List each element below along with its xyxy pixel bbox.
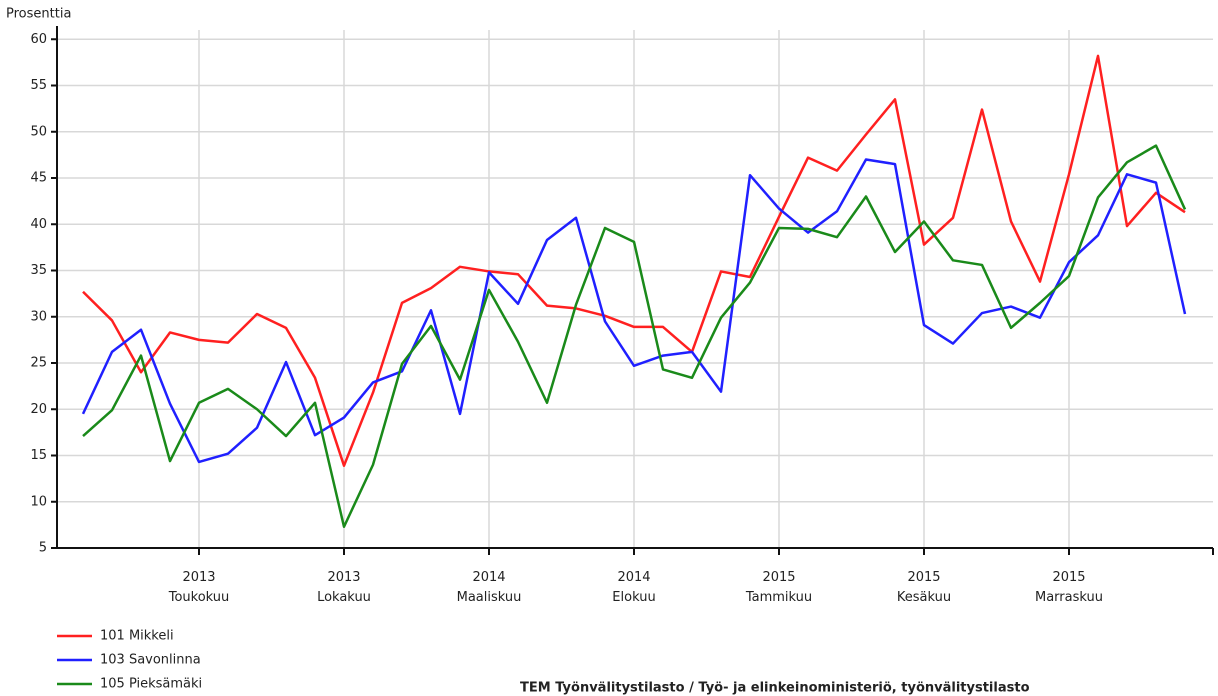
y-tick-label: 25 xyxy=(30,356,47,371)
x-tick-label: 2014 Maaliskuu xyxy=(457,570,522,605)
legend-label: 103 Savonlinna xyxy=(100,653,201,668)
legend-label: 105 Pieksämäki xyxy=(100,677,202,692)
y-tick-label: 35 xyxy=(30,263,47,278)
x-tick-label: 2015 Tammikuu xyxy=(745,570,812,605)
y-tick-label: 15 xyxy=(30,448,47,463)
source: TEM Työnvälitystilasto / Työ- ja elinkei… xyxy=(520,681,1030,696)
x-tick-label: 2015 Kesäkuu xyxy=(897,570,951,605)
y-tick-label: 45 xyxy=(30,171,47,186)
y-tick-label: 30 xyxy=(30,309,47,324)
y-tick-label: 55 xyxy=(30,78,47,93)
y-tick-label: 40 xyxy=(30,217,47,232)
series-line xyxy=(82,54,1186,467)
y-tick-label: 60 xyxy=(30,32,47,47)
y-axis-label: Prosenttia xyxy=(6,7,71,22)
y-tick-label: 50 xyxy=(30,124,47,139)
x-tick-label: 2013 Lokakuu xyxy=(317,570,371,605)
x-tick-label: 2013 Toukokuu xyxy=(168,570,230,605)
y-tick-label: 5 xyxy=(39,541,47,556)
series-line xyxy=(82,144,1187,528)
legend-label: 101 Mikkeli xyxy=(100,629,174,644)
y-tick-label: 20 xyxy=(30,402,47,417)
x-tick-label: 2015 Marraskuu xyxy=(1035,570,1103,605)
x-tick-label: 2014 Elokuu xyxy=(612,570,655,605)
y-tick-label: 10 xyxy=(30,494,47,509)
